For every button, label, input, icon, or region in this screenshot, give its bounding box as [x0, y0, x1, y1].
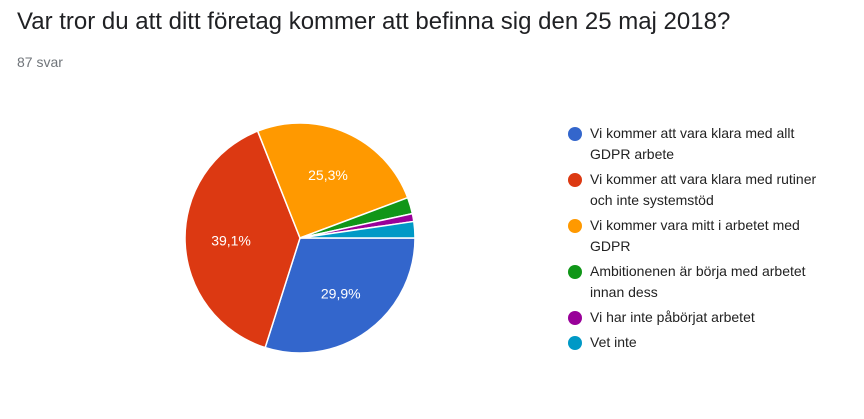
legend-label-5: Vet inte [590, 334, 637, 350]
pie-slice-label-0: 29,9% [321, 286, 361, 302]
legend-item-5[interactable]: Vet inte [568, 332, 858, 353]
pie-slice-2[interactable] [256, 122, 409, 239]
question-title: Var tror du att ditt företag kommer att … [17, 8, 731, 35]
legend-item-2[interactable]: Vi kommer vara mitt i arbetet med GDPR [568, 215, 858, 257]
legend-swatch-0 [568, 127, 582, 141]
legend-label-3: Ambitionenen är börja med arbetet innan … [590, 263, 806, 300]
legend-label-4: Vi har inte påbörjat arbetet [590, 309, 755, 325]
pie-slice-5[interactable] [299, 220, 416, 239]
legend-label-2: Vi kommer vara mitt i arbetet med GDPR [590, 217, 800, 254]
legend-swatch-3 [568, 265, 582, 279]
legend-item-3[interactable]: Ambitionenen är börja med arbetet innan … [568, 261, 858, 303]
legend-item-1[interactable]: Vi kommer att vara klara med rutiner och… [568, 169, 858, 211]
response-count: 87 svar [17, 54, 63, 70]
pie-slice-label-1: 39,1% [211, 232, 251, 248]
legend-swatch-5 [568, 336, 582, 350]
pie-slice-label-2: 25,3% [308, 167, 348, 183]
legend-swatch-1 [568, 173, 582, 187]
chart-legend: Vi kommer att vara klara med allt GDPR a… [568, 123, 858, 357]
legend-label-0: Vi kommer att vara klara med allt GDPR a… [590, 125, 795, 162]
pie-chart: 29,9% 39,1% 25,3% [150, 110, 450, 370]
legend-label-1: Vi kommer att vara klara med rutiner och… [590, 171, 817, 208]
pie-slice-0[interactable] [264, 237, 416, 354]
legend-item-0[interactable]: Vi kommer att vara klara med allt GDPR a… [568, 123, 858, 165]
pie-slice-1[interactable] [184, 130, 301, 349]
legend-swatch-2 [568, 219, 582, 233]
legend-item-4[interactable]: Vi har inte påbörjat arbetet [568, 307, 858, 328]
pie-chart-svg: 29,9% 39,1% 25,3% [184, 122, 416, 354]
legend-swatch-4 [568, 311, 582, 325]
